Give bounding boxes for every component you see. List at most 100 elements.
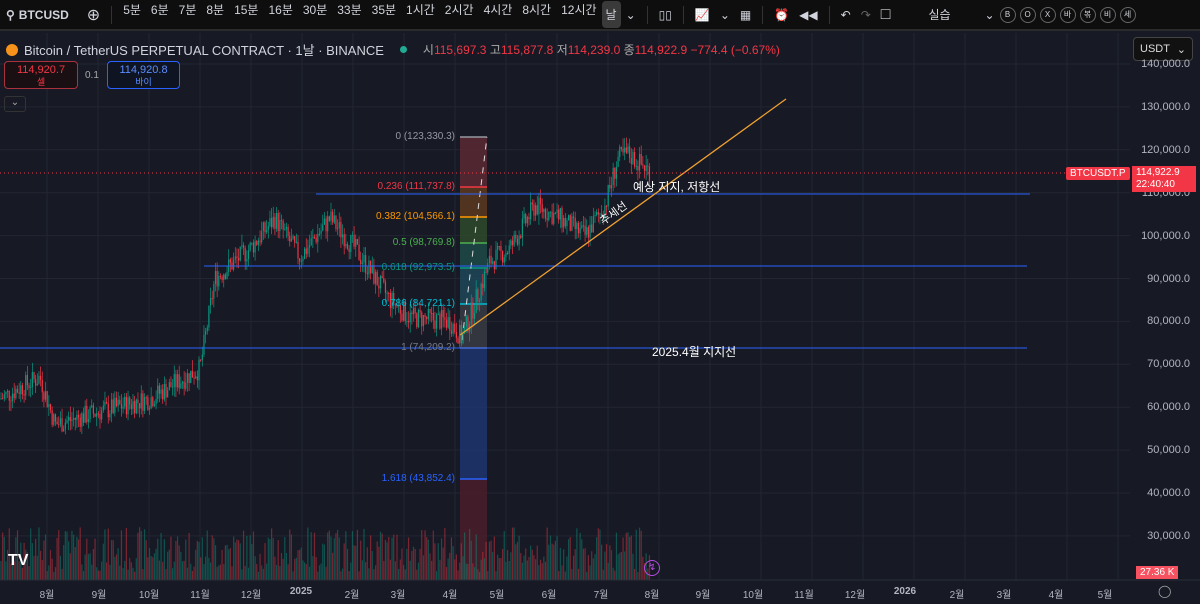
indicators-icon[interactable]: 📈: [694, 7, 710, 22]
quick-button-5[interactable]: 비: [1099, 6, 1116, 23]
volume-bar: [429, 553, 431, 580]
volume-bar: [35, 538, 37, 580]
interval-3[interactable]: 8분: [206, 3, 225, 17]
collapse-legend-button[interactable]: ⌄: [4, 96, 26, 112]
interval-2[interactable]: 7분: [178, 3, 197, 17]
volume-bar: [289, 529, 291, 580]
interval-14[interactable]: 날: [601, 1, 621, 28]
candle-body: [209, 298, 212, 306]
quick-button-2[interactable]: X: [1039, 6, 1056, 23]
layout-grid-icon[interactable]: ▦: [739, 7, 752, 22]
candle-body: [605, 205, 608, 207]
interval-dropdown-icon[interactable]: ⌄: [625, 7, 636, 22]
indicators-dropdown-icon[interactable]: ⌄: [719, 7, 730, 22]
volume-bar: [234, 542, 236, 580]
candle-body: [416, 313, 418, 327]
volume-bar: [257, 571, 259, 580]
fib-zone: [460, 348, 487, 479]
quick-button-4[interactable]: 볶: [1079, 6, 1096, 23]
interval-12[interactable]: 8시간: [522, 3, 552, 17]
flash-icon[interactable]: ↯: [644, 560, 660, 576]
candle-body: [89, 407, 91, 419]
fullscreen-icon[interactable]: □: [880, 5, 891, 23]
volume-bar: [99, 570, 101, 580]
candle-body: [145, 397, 147, 399]
interval-4[interactable]: 15분: [234, 3, 259, 17]
add-symbol-button[interactable]: ⊕: [86, 6, 101, 24]
volume-bar: [363, 528, 365, 580]
currency-select[interactable]: USDT ⌄: [1133, 37, 1193, 61]
interval-0[interactable]: 5분: [123, 3, 141, 17]
candle-body: [211, 298, 213, 300]
price-chart[interactable]: [0, 33, 1200, 604]
candle-body: [444, 317, 446, 320]
candle-body: [503, 257, 505, 263]
volume-bar: [460, 543, 462, 580]
candle-body: [68, 416, 70, 421]
interval-5[interactable]: 16분: [268, 3, 293, 17]
divider: [828, 5, 830, 24]
sell-button[interactable]: 114,920.7 셀: [4, 61, 78, 89]
candle-body: [520, 235, 522, 238]
volume-bar: [485, 541, 487, 580]
volume-bar: [213, 538, 215, 580]
candle-body: [508, 245, 510, 254]
quick-button-1[interactable]: O: [1019, 6, 1036, 23]
volume-bar: [30, 528, 32, 580]
volume-bar: [563, 549, 565, 580]
interval-1[interactable]: 6분: [150, 3, 169, 17]
quick-button-0[interactable]: B: [999, 6, 1016, 23]
interval-13[interactable]: 12시간: [561, 3, 597, 17]
alert-icon[interactable]: ⏰: [774, 7, 790, 22]
interval-6[interactable]: 30분: [302, 3, 328, 17]
redo-icon[interactable]: ↷: [860, 7, 871, 22]
layout-name[interactable]: 실습: [928, 8, 951, 22]
quick-button-3[interactable]: 바: [1059, 6, 1076, 23]
volume-bar: [632, 553, 634, 580]
symbol-search[interactable]: ⚲ BTCUSD: [6, 7, 69, 22]
volume-bar: [292, 571, 294, 580]
volume-bar: [533, 555, 535, 580]
interval-11[interactable]: 4시간: [483, 3, 513, 17]
volume-bar: [191, 570, 193, 580]
volume-bar: [340, 571, 342, 580]
interval-7[interactable]: 33분: [337, 3, 362, 17]
interval-9[interactable]: 1시간: [406, 3, 435, 17]
volume-bar: [96, 567, 98, 580]
candle-body: [404, 301, 406, 322]
candle-body: [587, 227, 589, 238]
interval-8[interactable]: 35분: [371, 3, 397, 17]
volume-bar: [233, 536, 235, 580]
candle-body: [530, 202, 532, 220]
volume-bar: [325, 566, 327, 580]
candle-body: [363, 255, 365, 263]
volume-bar: [614, 570, 616, 580]
volume-bar: [127, 569, 129, 580]
volume-bar: [404, 569, 406, 580]
replay-icon[interactable]: ◀◀: [799, 7, 818, 22]
divider: [111, 5, 113, 24]
volume-bar: [145, 540, 147, 580]
volume-bar: [21, 567, 24, 580]
volume-bar: [256, 563, 258, 580]
undo-icon[interactable]: ↶: [840, 7, 851, 22]
candle-body: [407, 321, 410, 323]
candle-body: [634, 152, 636, 167]
candle-type-icon[interactable]: ▯▯: [658, 7, 672, 22]
volume-bar: [109, 564, 111, 580]
layout-dropdown-icon[interactable]: ⌄: [984, 7, 995, 22]
settings-icon[interactable]: ◯: [1158, 584, 1172, 598]
volume-bar: [165, 568, 167, 580]
candle-body: [218, 275, 220, 287]
quick-button-6[interactable]: 세: [1119, 6, 1136, 23]
candle-body: [178, 374, 180, 389]
candle-body: [2, 398, 4, 400]
candle-body: [205, 331, 207, 335]
volume-bar: [371, 551, 373, 580]
buy-button[interactable]: 114,920.8 바이: [107, 61, 180, 89]
candle-body: [96, 413, 98, 417]
candle-body: [398, 305, 400, 307]
interval-10[interactable]: 2시간: [444, 3, 474, 17]
candle-body: [602, 216, 604, 219]
volume-bar: [498, 558, 500, 580]
